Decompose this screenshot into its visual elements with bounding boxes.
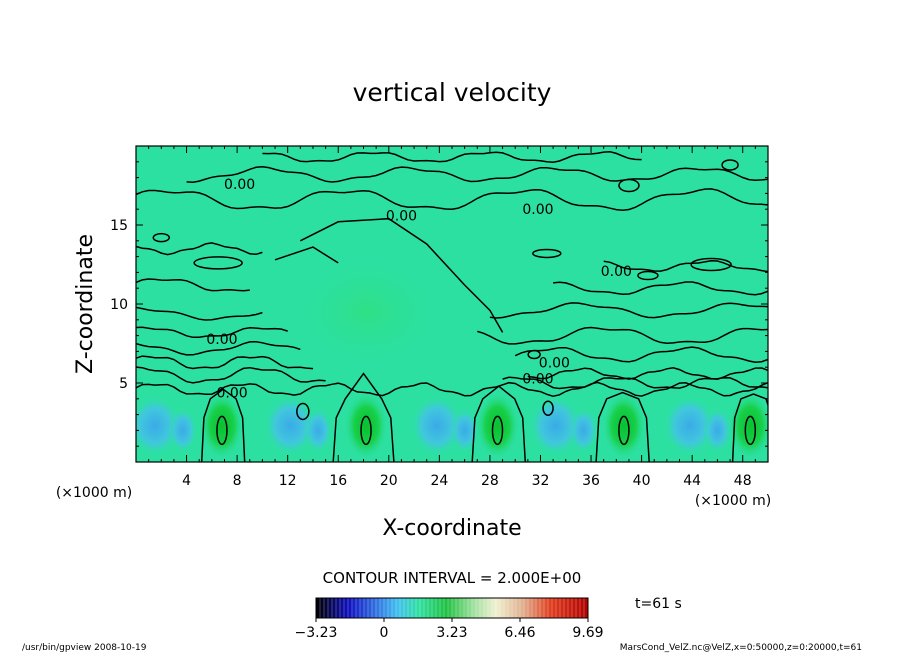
- wave-contour: [262, 151, 642, 163]
- x-tick-label: 36: [582, 473, 600, 489]
- contour-loop: [637, 270, 659, 281]
- downdraft-field: [264, 395, 317, 456]
- y-tick-label: 15: [110, 218, 128, 234]
- contour-loop: [296, 402, 310, 421]
- colorbar-tick-label: 3.23: [436, 625, 467, 641]
- contour-label: 0.00: [206, 332, 237, 348]
- x-tick-label: 32: [532, 473, 550, 489]
- updraft-field: [199, 391, 244, 460]
- x-tick-label: 20: [380, 473, 398, 489]
- contour-loop: [690, 257, 732, 272]
- x-tick-label: 16: [329, 473, 347, 489]
- colorbar-tick-label: −3.23: [295, 625, 338, 641]
- x-tick-label: 8: [233, 473, 242, 489]
- downdraft-field: [569, 408, 598, 453]
- updraft-contour: [332, 372, 395, 462]
- y-tick-label: 10: [110, 297, 128, 313]
- contour-label: 0.00: [539, 355, 570, 371]
- updraft-field: [475, 391, 520, 460]
- wave-contour: [553, 281, 768, 296]
- updraft-core-contour: [360, 415, 372, 446]
- wave-contour: [136, 381, 768, 397]
- updraft-field: [601, 391, 646, 460]
- contour-loop: [542, 400, 554, 417]
- colorbar-gradient: [316, 598, 588, 618]
- wave-contour: [477, 326, 768, 345]
- downdraft-field: [410, 395, 463, 456]
- x-tick-label: 4: [182, 473, 191, 489]
- downdraft-field: [168, 408, 197, 453]
- wave-contour: [136, 340, 301, 356]
- y-axis-label: Z-coordinate: [73, 234, 98, 374]
- contour-label: 0.00: [522, 202, 553, 218]
- updraft-core-contour: [491, 415, 504, 446]
- wave-contour: [136, 242, 263, 256]
- plume-field: [287, 251, 448, 372]
- contour-label: 0.00: [601, 264, 632, 280]
- wave-contour: [136, 366, 326, 384]
- updraft-field: [344, 391, 389, 460]
- time-label: t=61 s: [635, 596, 682, 612]
- wave-contour: [136, 355, 314, 370]
- wave-contour: [136, 278, 250, 292]
- updraft-core-contour: [618, 415, 630, 446]
- wave-contour: [136, 326, 288, 339]
- contour-label: 0.00: [216, 385, 247, 401]
- downdraft-field: [136, 395, 181, 456]
- x-tick-label: 48: [734, 473, 752, 489]
- footer-left: /usr/bin/gpview 2008-10-19: [22, 643, 147, 653]
- x-tick-label: 24: [430, 473, 448, 489]
- plot-area: 0.000.00 0.000.000.000.000.000.00: [135, 145, 769, 463]
- colorbar: −3.23 0 3.23 6.46 9.69: [295, 597, 604, 641]
- x-unit-left: (×1000 m): [56, 485, 132, 501]
- contour-loop: [152, 232, 171, 243]
- x-tick-label: 12: [279, 473, 297, 489]
- colorbar-tick-label: 0: [380, 625, 389, 641]
- wave-contour: [603, 260, 768, 273]
- x-unit-right: (×1000 m): [695, 493, 771, 509]
- x-axis: 4 8 12 16 20 24 28 32 36 40 44 48: [148, 146, 756, 489]
- wave-contour: [489, 302, 768, 319]
- downdraft-field: [663, 395, 716, 456]
- wave-contour: [136, 188, 768, 211]
- contour-loop: [527, 349, 541, 360]
- colorbar-tick-label: 6.46: [504, 625, 535, 641]
- contour-interval: CONTOUR INTERVAL = 2.000E+00: [323, 569, 582, 587]
- x-tick-label: 44: [683, 473, 701, 489]
- downdraft-field: [703, 408, 732, 453]
- x-tick-label: 40: [633, 473, 651, 489]
- downdraft-field: [450, 408, 479, 453]
- contour-loop: [532, 248, 562, 259]
- chart-title: vertical velocity: [353, 78, 552, 107]
- footer-right: MarsCond_VelZ.nc@VelZ,x=0:50000,z=0:2000…: [620, 643, 862, 653]
- colorbar-tick-label: 9.69: [572, 625, 603, 641]
- x-tick-label: 28: [481, 473, 499, 489]
- contour-loop: [721, 159, 739, 171]
- y-axis: 5 10 15: [110, 161, 768, 447]
- wave-contour: [527, 367, 768, 380]
- contour-loop: [193, 256, 243, 270]
- wave-contour: [514, 346, 768, 363]
- plume-contour: [274, 246, 339, 264]
- contour-loop: [618, 178, 640, 193]
- x-axis-label: X-coordinate: [382, 516, 521, 541]
- wave-contour: [136, 306, 263, 321]
- updraft-core-contour: [744, 415, 757, 446]
- y-tick-label: 5: [119, 376, 128, 392]
- contour-label: 0.00: [386, 209, 417, 225]
- updraft-contour: [595, 391, 650, 462]
- updraft-contour: [200, 388, 246, 462]
- contour-label: 0.00: [224, 177, 255, 193]
- downdraft-field: [304, 408, 333, 453]
- updraft-core-contour: [216, 415, 228, 446]
- updraft-contour: [731, 393, 768, 462]
- contour-label: 0.00: [522, 371, 553, 387]
- plume-contour: [299, 217, 504, 333]
- wave-contour: [186, 165, 768, 183]
